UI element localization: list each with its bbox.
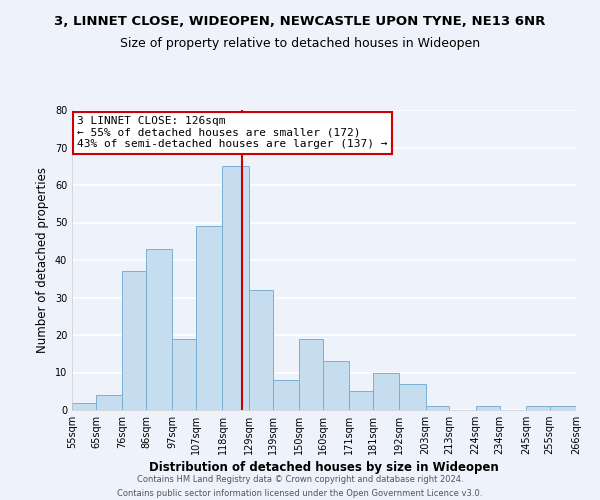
Text: Size of property relative to detached houses in Wideopen: Size of property relative to detached ho… [120, 38, 480, 51]
Bar [122, 271, 146, 410]
Text: 3, LINNET CLOSE, WIDEOPEN, NEWCASTLE UPON TYNE, NE13 6NR: 3, LINNET CLOSE, WIDEOPEN, NEWCASTLE UPO… [55, 15, 545, 28]
Bar [425, 406, 449, 410]
Bar [196, 226, 223, 410]
Text: Contains HM Land Registry data © Crown copyright and database right 2024.
Contai: Contains HM Land Registry data © Crown c… [118, 476, 482, 498]
Bar [399, 384, 425, 410]
Text: 3 LINNET CLOSE: 126sqm
← 55% of detached houses are smaller (172)
43% of semi-de: 3 LINNET CLOSE: 126sqm ← 55% of detached… [77, 116, 388, 149]
Bar [249, 290, 272, 410]
Bar [146, 248, 172, 410]
Bar [272, 380, 299, 410]
Y-axis label: Number of detached properties: Number of detached properties [36, 167, 49, 353]
X-axis label: Distribution of detached houses by size in Wideopen: Distribution of detached houses by size … [149, 462, 499, 474]
Bar [349, 391, 373, 410]
Bar [373, 372, 399, 410]
Bar [323, 361, 349, 410]
Bar [526, 406, 550, 410]
Bar [96, 395, 122, 410]
Bar [223, 166, 249, 410]
Bar [172, 339, 196, 410]
Bar [72, 402, 96, 410]
Bar [476, 406, 500, 410]
Bar [550, 406, 576, 410]
Bar [299, 339, 323, 410]
